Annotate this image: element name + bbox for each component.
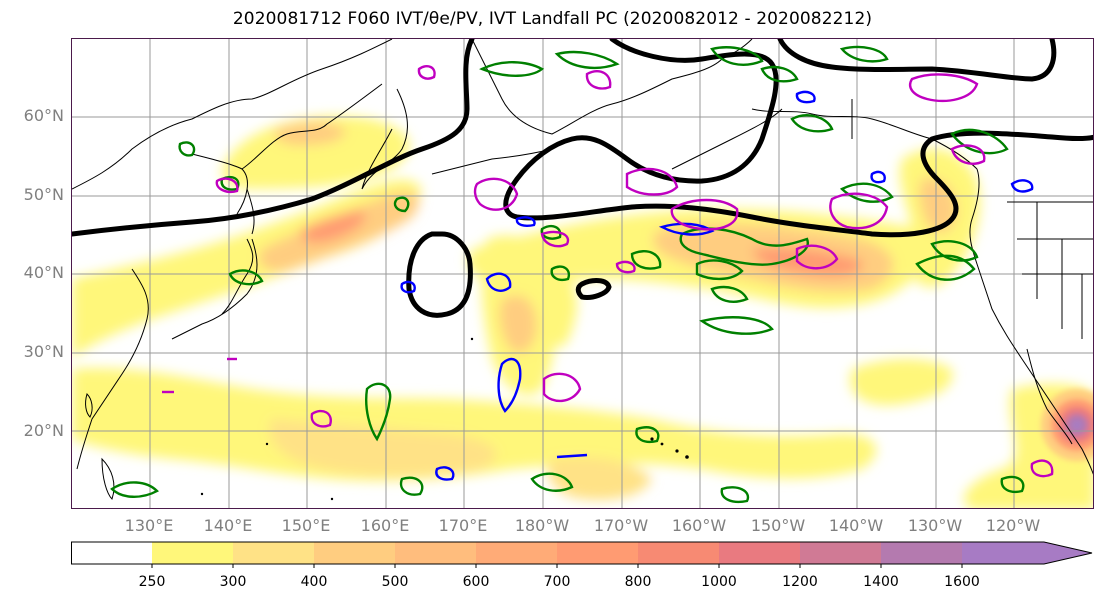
colorbar-segment — [476, 542, 558, 564]
lon-label-170w: 170°W — [593, 516, 649, 535]
lon-label-140w: 140°W — [828, 516, 884, 535]
lon-label-120w: 120°W — [985, 516, 1041, 535]
colorbar — [71, 541, 1094, 568]
colorbar-outline — [71, 541, 1093, 565]
colorbar-tick-label: 600 — [462, 574, 490, 590]
colorbar-segment — [638, 542, 720, 564]
map-panel — [71, 38, 1094, 509]
ivt-shading — [72, 115, 1093, 508]
lon-label-170e: 170°E — [438, 516, 488, 535]
lon-label-160w: 160°W — [671, 516, 727, 535]
colorbar-segment — [800, 542, 882, 564]
lon-label-140e: 140°E — [203, 516, 253, 535]
colorbar-segment — [233, 542, 315, 564]
colorbar-tick-label: 500 — [381, 574, 409, 590]
lat-label-40n: 40°N — [23, 263, 64, 282]
lon-label-160e: 160°E — [360, 516, 410, 535]
islands — [200, 337, 689, 501]
theta-contours — [72, 39, 1093, 318]
colorbar-svg — [71, 541, 1093, 568]
colorbar-segment — [71, 542, 153, 564]
blue-contours — [400, 90, 1034, 481]
colorbar-tick-label: 1200 — [782, 574, 818, 590]
map-title: 2020081712 F060 IVT/θe/PV, IVT Landfall … — [232, 9, 873, 29]
lon-label-180w: 180°W — [514, 516, 570, 535]
colorbar-segment — [557, 542, 639, 564]
magenta-contours — [162, 65, 1054, 478]
lat-label-60n: 60°N — [23, 106, 64, 125]
lon-label-150e: 150°E — [281, 516, 331, 535]
lon-label-130w: 130°W — [907, 516, 963, 535]
colorbar-segment — [152, 542, 234, 564]
colorbar-tick-label: 700 — [543, 574, 571, 590]
colorbar-segment — [719, 542, 801, 564]
gridlines — [72, 39, 1093, 508]
lat-label-50n: 50°N — [23, 185, 64, 204]
lat-label-30n: 30°N — [23, 342, 64, 361]
colorbar-tick-label: 1000 — [701, 574, 737, 590]
colorbar-segment — [881, 542, 963, 564]
colorbar-tick-label: 400 — [300, 574, 328, 590]
lon-label-150w: 150°W — [750, 516, 806, 535]
colorbar-segment — [395, 542, 477, 564]
colorbar-tick-label: 250 — [138, 574, 166, 590]
colorbar-tick-label: 1400 — [863, 574, 899, 590]
colorbar-tick-label: 800 — [624, 574, 652, 590]
lat-label-20n: 20°N — [23, 421, 64, 440]
lon-label-130e: 130°E — [124, 516, 174, 535]
colorbar-tick-label: 300 — [219, 574, 247, 590]
map-svg — [72, 39, 1093, 508]
colorbar-tick-label: 1600 — [944, 574, 980, 590]
colorbar-segment — [314, 542, 396, 564]
colorbar-segment — [962, 542, 1092, 564]
